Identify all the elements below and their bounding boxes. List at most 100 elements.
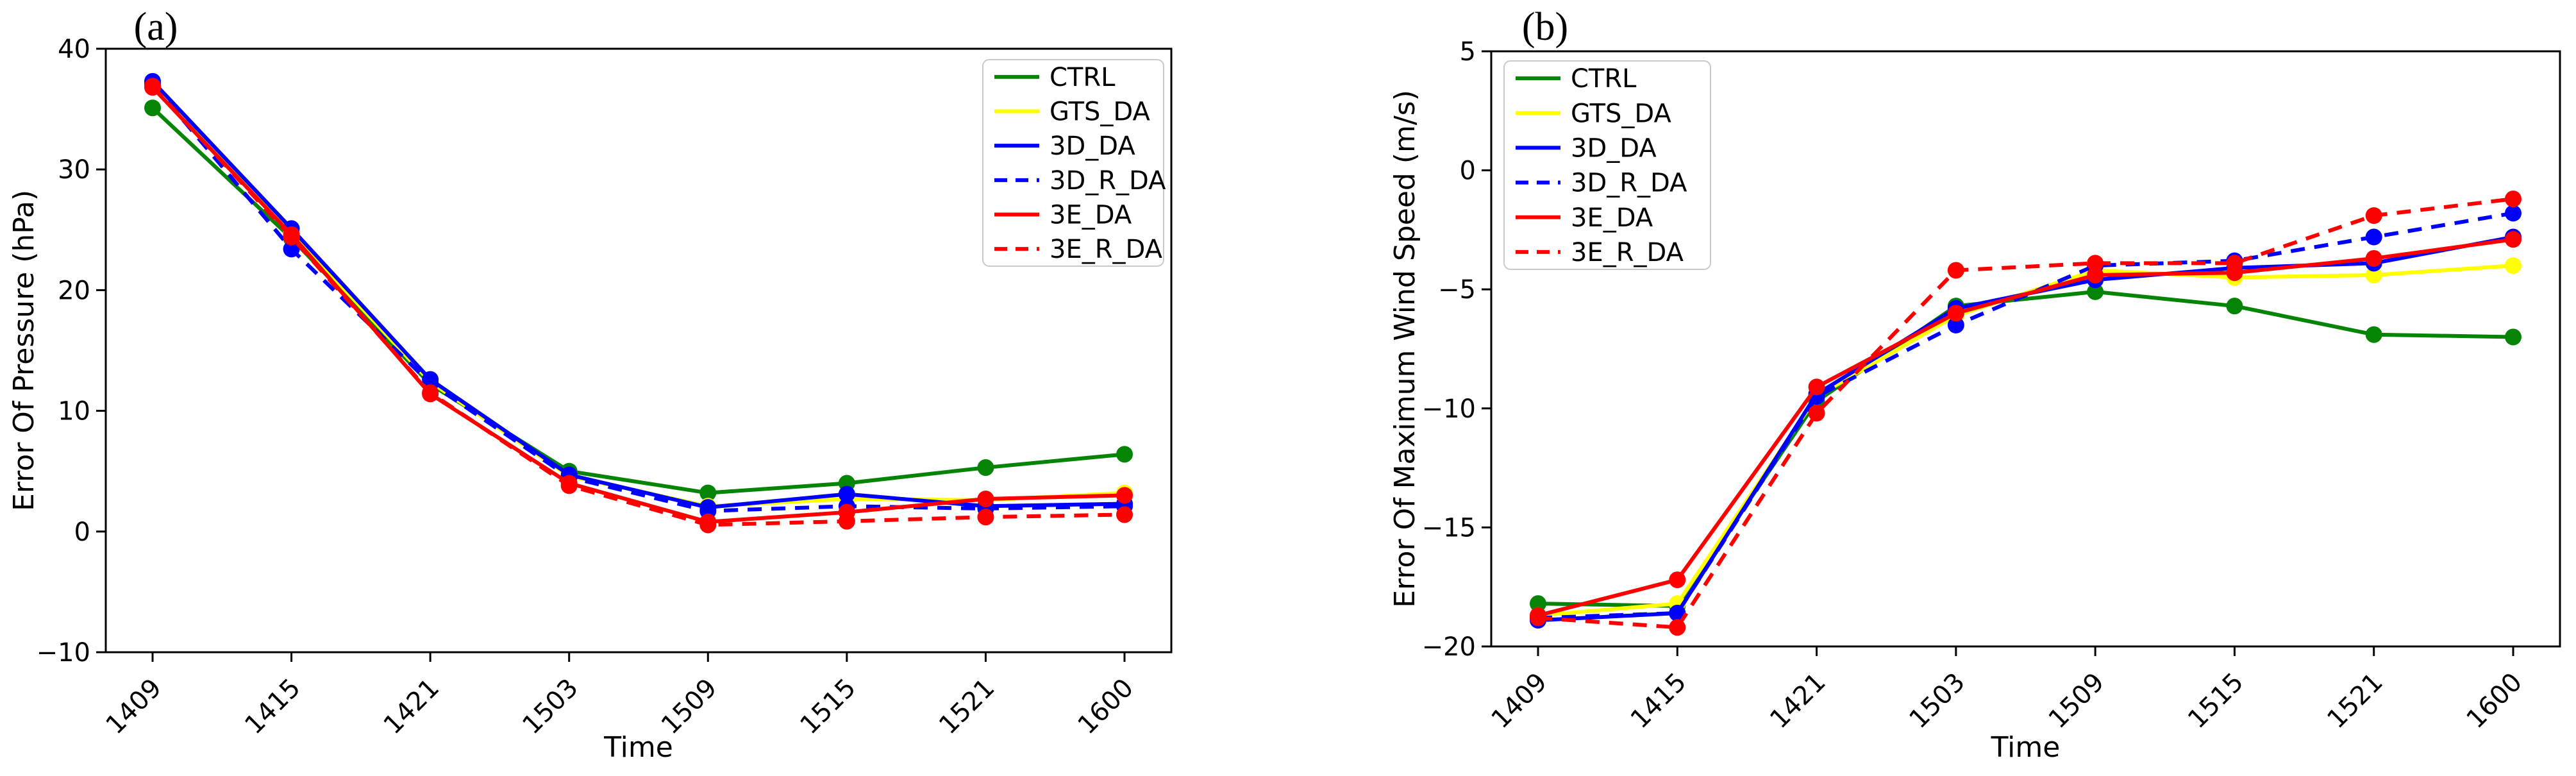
series-marker-3E_R_DA — [1947, 262, 1964, 279]
series-marker-3D_DA — [838, 485, 855, 503]
series-marker-3D_R_DA — [2365, 228, 2382, 246]
y-tick-label: 20 — [58, 276, 90, 305]
series-marker-CTRL — [699, 484, 717, 502]
series-line-3D_R_DA — [151, 82, 1125, 513]
legend-label-CTRL: CTRL — [1050, 63, 1116, 92]
series-marker-CTRL — [977, 459, 994, 477]
series-marker-CTRL — [2226, 298, 2243, 315]
x-tick-label: 1415 — [239, 673, 306, 741]
x-tick-label: 1503 — [1903, 668, 1971, 735]
series-marker-3E_DA — [977, 490, 994, 507]
series-marker-CTRL — [2505, 328, 2522, 346]
legend-label-3E_R_DA: 3E_R_DA — [1050, 235, 1163, 264]
series-line-3E_DA — [1537, 237, 2514, 618]
x-tick-label: 1421 — [378, 673, 446, 741]
series-marker-3E_DA — [2365, 249, 2382, 267]
y-tick-label: 5 — [1460, 37, 1476, 67]
legend-label-GTS_DA: GTS_DA — [1571, 99, 1671, 128]
series-marker-3D_R_DA — [1947, 316, 1964, 333]
x-tick-label: 1509 — [656, 673, 723, 741]
legend-label-3E_DA: 3E_DA — [1571, 203, 1653, 233]
x-tick-label: 1515 — [794, 673, 862, 741]
series-marker-CTRL — [2365, 326, 2382, 343]
x-tick-label: 1415 — [1625, 668, 1693, 735]
panel-b-y-axis-label: Error Of Maximum Wind Speed (m/s) — [1389, 90, 1421, 608]
legend-label-GTS_DA: GTS_DA — [1050, 97, 1150, 127]
x-tick-label: 1515 — [2182, 668, 2250, 735]
panel-a-y-axis-label: Error Of Pressure (hPa) — [8, 190, 40, 511]
series-line-3E_R_DA — [151, 85, 1125, 527]
series-marker-3E_R_DA — [2505, 190, 2522, 208]
series-marker-3E_R_DA — [1669, 619, 1686, 636]
series-marker-3E_R_DA — [1116, 506, 1133, 523]
plot-border — [1490, 50, 2561, 648]
legend-label-CTRL: CTRL — [1571, 64, 1637, 94]
series-marker-3E_R_DA — [422, 384, 439, 401]
series-marker-3E_DA — [2087, 266, 2104, 283]
y-tick-label: 0 — [74, 518, 90, 547]
series-marker-3E_R_DA — [699, 516, 717, 534]
y-tick-label: 0 — [1460, 156, 1476, 186]
series-marker-3E_DA — [1947, 305, 1964, 322]
series-marker-3E_DA — [1808, 378, 1825, 396]
series-marker-3E_R_DA — [283, 228, 300, 246]
x-tick-label: 1503 — [517, 673, 584, 741]
series-line-3E_DA — [151, 86, 1125, 524]
legend-label-3E_R_DA: 3E_R_DA — [1571, 238, 1684, 267]
series-marker-3D_R_DA — [1669, 605, 1686, 622]
x-tick-label: 1409 — [101, 673, 168, 741]
panel-a-x-axis-label: Time — [603, 731, 673, 764]
x-tick-label: 1509 — [2043, 668, 2111, 735]
y-tick-label: 30 — [58, 155, 90, 185]
y-tick-label: 40 — [58, 35, 90, 64]
panel-a-title: (a) — [134, 5, 178, 49]
y-tick-label: −15 — [1422, 513, 1476, 543]
x-tick-label: 1521 — [2321, 668, 2389, 735]
series-marker-3E_R_DA — [144, 78, 161, 95]
series-line-GTS_DA — [151, 85, 1125, 509]
legend-label-3D_R_DA: 3D_R_DA — [1571, 169, 1687, 198]
series-marker-CTRL — [1530, 595, 1546, 612]
panel-b-title: (b) — [1522, 5, 1568, 49]
series-line-3E_R_DA — [1537, 197, 2514, 630]
series-marker-3E_R_DA — [1530, 609, 1546, 627]
series-marker-CTRL — [2087, 283, 2104, 300]
y-tick-label: 10 — [58, 397, 90, 426]
series-marker-3E_R_DA — [2365, 207, 2382, 224]
series-marker-3D_R_DA — [2505, 205, 2522, 222]
series-marker-3E_DA — [1669, 571, 1686, 589]
x-tick-label: 1421 — [1764, 668, 1832, 735]
series-line-GTS_DA — [1537, 264, 2514, 618]
series-marker-3E_R_DA — [838, 512, 855, 530]
panel-b-legend: CTRL GTS_DA 3D_DA 3D_R_DA 3E_DA 3E_R_DA — [1503, 60, 1711, 270]
series-marker-CTRL — [1116, 446, 1133, 463]
series-marker-3E_R_DA — [560, 477, 578, 494]
y-tick-label: −10 — [37, 638, 90, 668]
x-tick-label: 1600 — [2461, 668, 2529, 735]
series-marker-GTS_DA — [2505, 257, 2522, 274]
series-marker-3E_R_DA — [977, 509, 994, 526]
x-tick-label: 1600 — [1073, 673, 1140, 741]
legend-label-3D_DA: 3D_DA — [1050, 131, 1135, 161]
x-tick-label: 1521 — [933, 673, 1001, 741]
panel-b: 5 0 −5 −10 −15 −20 1409 1415 1421 1503 1509 1515 152… — [1389, 5, 2561, 764]
y-tick-label: −10 — [1422, 394, 1476, 424]
series-marker-3E_R_DA — [2087, 255, 2104, 272]
legend-label-3D_R_DA: 3D_R_DA — [1050, 166, 1166, 196]
legend-label-3E_DA: 3E_DA — [1050, 201, 1132, 230]
series-line-CTRL — [151, 106, 1125, 495]
y-tick-label: −5 — [1438, 275, 1476, 305]
series-marker-3E_R_DA — [2226, 255, 2243, 272]
series-line-3D_DA — [151, 80, 1125, 510]
x-tick-label: 1409 — [1486, 668, 1553, 735]
series-marker-3E_R_DA — [1808, 405, 1825, 422]
series-marker-3D_R_DA — [283, 240, 300, 258]
series-marker-GTS_DA — [2365, 266, 2382, 283]
series-marker-CTRL — [144, 99, 161, 117]
y-tick-label: −20 — [1422, 632, 1476, 662]
panel-b-x-axis-label: Time — [1991, 731, 2061, 764]
panel-a-legend: CTRL GTS_DA 3D_DA 3D_R_DA 3E_DA 3E_R_DA — [982, 59, 1166, 267]
series-marker-3E_DA — [1116, 487, 1133, 504]
